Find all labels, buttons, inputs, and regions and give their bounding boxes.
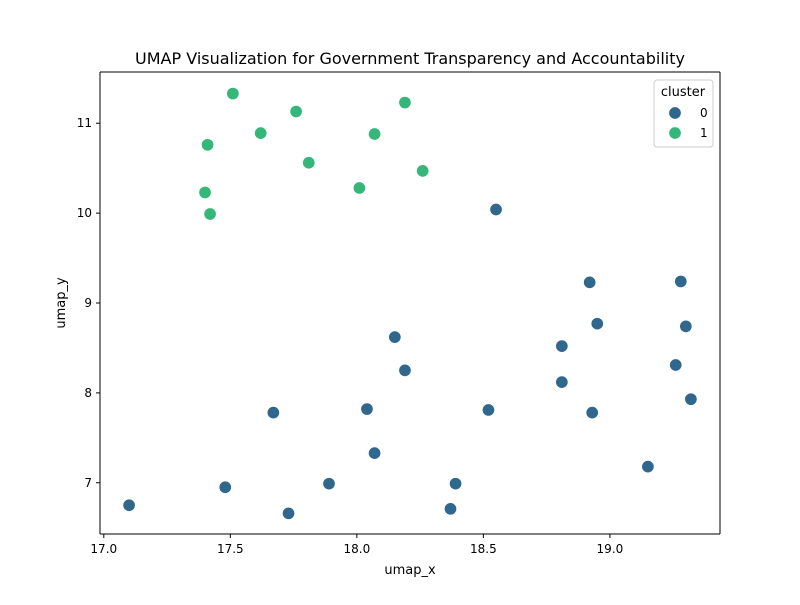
legend-entries: 01	[668, 106, 708, 140]
data-point	[200, 138, 215, 152]
data-point	[555, 375, 569, 389]
data-point	[684, 392, 698, 406]
data-point	[226, 86, 240, 101]
x-tick-label: 17.0	[90, 542, 117, 556]
data-point	[203, 207, 217, 221]
y-tick-label: 11	[77, 116, 92, 130]
data-point	[218, 480, 233, 495]
y-tick-label: 8	[84, 386, 92, 400]
x-tick-label: 17.5	[217, 542, 244, 556]
data-point	[641, 459, 655, 474]
data-point	[302, 156, 316, 170]
x-tick-label: 19.0	[597, 542, 624, 556]
legend-label: 0	[700, 106, 708, 120]
data-point	[122, 498, 136, 512]
y-tick-label: 9	[84, 296, 92, 310]
data-point	[590, 316, 605, 331]
data-point	[266, 405, 281, 420]
data-point	[388, 330, 402, 344]
x-tick-label: 18.0	[343, 542, 370, 556]
data-point	[668, 358, 683, 372]
legend-box	[653, 79, 714, 148]
data-point	[352, 181, 367, 195]
data-point	[582, 275, 597, 290]
data-point	[360, 402, 374, 416]
data-point	[489, 202, 503, 217]
data-point	[448, 476, 463, 491]
data-point	[398, 363, 412, 378]
data-point	[415, 164, 430, 178]
data-point	[289, 104, 303, 119]
legend-marker	[668, 106, 682, 120]
data-point	[679, 319, 693, 334]
data-point	[555, 339, 569, 353]
legend: cluster 01	[653, 79, 714, 148]
data-point	[398, 95, 412, 110]
data-point	[253, 126, 268, 140]
data-point	[585, 405, 599, 420]
x-tick-label: 18.5	[470, 542, 497, 556]
chart-title: UMAP Visualization for Government Transp…	[135, 49, 685, 68]
legend-marker	[668, 126, 682, 140]
data-point	[367, 446, 382, 460]
data-point	[481, 403, 496, 417]
data-point	[443, 502, 458, 516]
data-point	[322, 476, 336, 491]
data-points	[122, 86, 698, 521]
data-point	[674, 274, 688, 289]
data-point	[281, 506, 296, 521]
y-tick-label: 10	[77, 206, 92, 220]
x-axis-label: umap_x	[384, 563, 436, 578]
y-axis-label: umap_y	[54, 277, 69, 329]
plot-area	[100, 72, 720, 534]
data-point	[198, 185, 212, 200]
y-tick-label: 7	[84, 476, 92, 490]
data-point	[367, 127, 382, 141]
legend-label: 1	[700, 126, 708, 140]
legend-title: cluster	[661, 85, 706, 100]
